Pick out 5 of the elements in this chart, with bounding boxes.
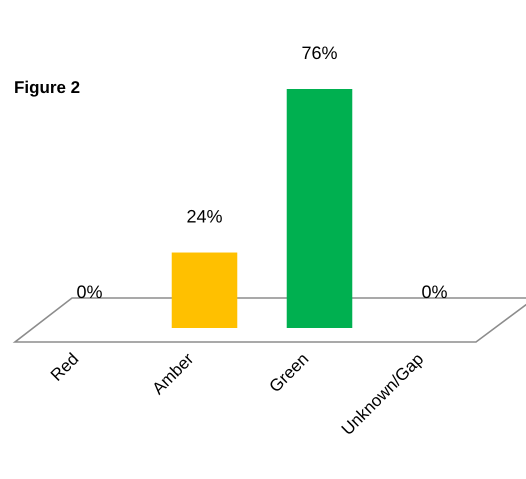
chart-title: Figure 2 xyxy=(14,78,80,97)
data-label: 76% xyxy=(301,43,338,63)
data-label: 0% xyxy=(421,282,448,302)
data-label: 24% xyxy=(186,206,223,227)
data-label: 0% xyxy=(76,282,103,302)
